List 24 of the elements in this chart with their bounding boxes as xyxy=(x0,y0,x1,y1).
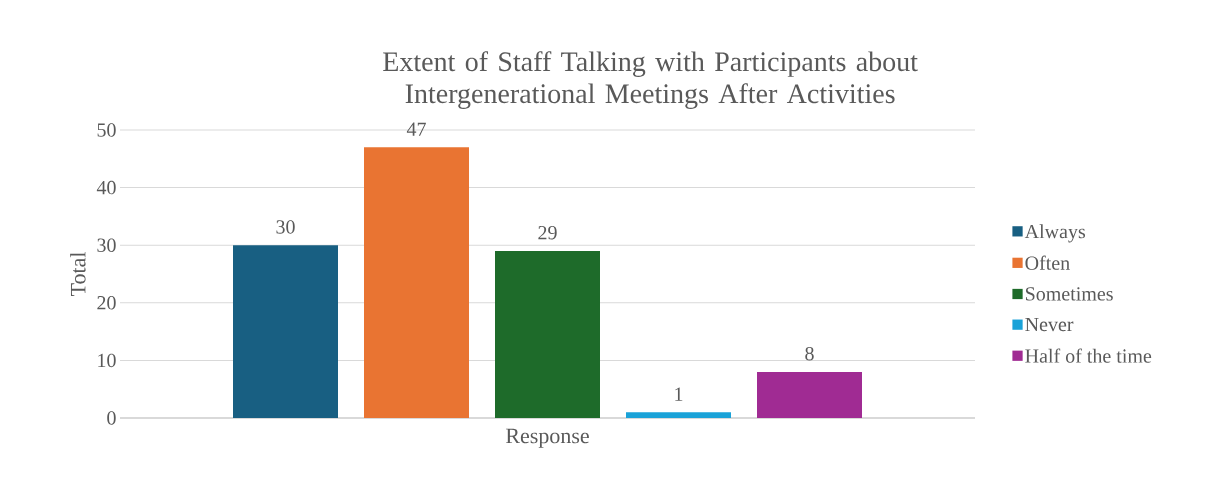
legend-label: Half of the time xyxy=(1025,348,1152,363)
bar xyxy=(626,412,732,418)
data-label: 1 xyxy=(675,387,683,401)
y-tick-label: 20 xyxy=(97,296,116,310)
legend-label: Sometimes xyxy=(1025,287,1113,301)
data-label: 8 xyxy=(805,346,814,361)
bar xyxy=(233,245,339,418)
y-tick-label: 40 xyxy=(96,180,116,195)
bar xyxy=(495,250,601,418)
legend-label: Always xyxy=(1024,224,1086,243)
legend-label: Often xyxy=(1025,255,1070,270)
y-tick-label: 10 xyxy=(98,353,116,368)
data-label: 47 xyxy=(406,122,426,136)
bar xyxy=(757,371,863,418)
bar xyxy=(364,147,470,418)
y-tick-label: 50 xyxy=(97,123,116,137)
legend-label: Never xyxy=(1025,317,1074,332)
y-tick-label: 0 xyxy=(107,411,116,425)
chart-title: Extent of Staff Talking with Participants about Intergenerational Meetings After Activities xyxy=(383,51,918,109)
y-tick-label: 30 xyxy=(97,238,116,252)
x-axis-title: Response xyxy=(505,428,589,448)
data-label: 29 xyxy=(538,226,557,240)
y-axis-title: Total xyxy=(70,251,86,297)
data-label: 30 xyxy=(276,220,295,234)
